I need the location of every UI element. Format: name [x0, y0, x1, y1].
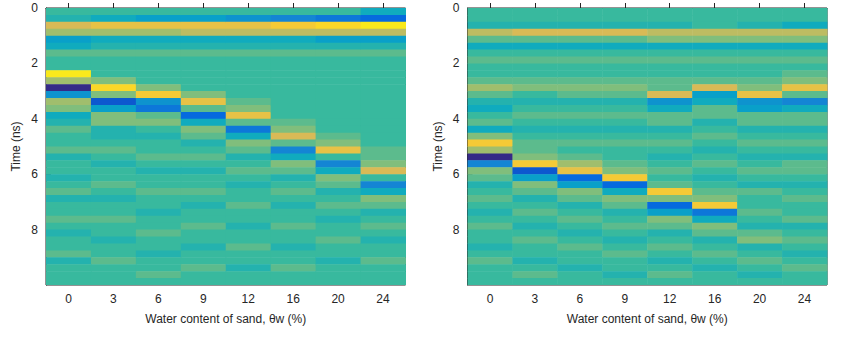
- svg-text:9: 9: [200, 292, 207, 306]
- svg-text:16: 16: [286, 292, 300, 306]
- svg-text:16: 16: [708, 292, 722, 306]
- svg-text:2: 2: [453, 56, 460, 70]
- svg-text:Water content of sand, θw (%): Water content of sand, θw (%): [145, 312, 306, 326]
- svg-text:8: 8: [453, 223, 460, 237]
- svg-text:20: 20: [753, 292, 767, 306]
- svg-text:24: 24: [376, 292, 390, 306]
- svg-text:0: 0: [31, 1, 38, 15]
- svg-text:0: 0: [65, 292, 72, 306]
- svg-text:4: 4: [453, 112, 460, 126]
- svg-text:2: 2: [31, 56, 38, 70]
- svg-text:6: 6: [453, 167, 460, 181]
- svg-text:6: 6: [155, 292, 162, 306]
- svg-text:4: 4: [31, 112, 38, 126]
- svg-text:24: 24: [798, 292, 812, 306]
- svg-text:8: 8: [31, 223, 38, 237]
- svg-text:3: 3: [532, 292, 539, 306]
- svg-text:Time (ns): Time (ns): [9, 121, 23, 171]
- svg-text:Water content of sand, θw (%): Water content of sand, θw (%): [567, 312, 728, 326]
- svg-text:12: 12: [242, 292, 256, 306]
- svg-text:Time (ns): Time (ns): [431, 121, 445, 171]
- svg-text:12: 12: [663, 292, 677, 306]
- svg-text:20: 20: [331, 292, 345, 306]
- svg-text:9: 9: [621, 292, 628, 306]
- svg-text:6: 6: [577, 292, 584, 306]
- svg-text:0: 0: [487, 292, 494, 306]
- svg-text:6: 6: [31, 167, 38, 181]
- svg-text:0: 0: [453, 1, 460, 15]
- svg-text:3: 3: [110, 292, 117, 306]
